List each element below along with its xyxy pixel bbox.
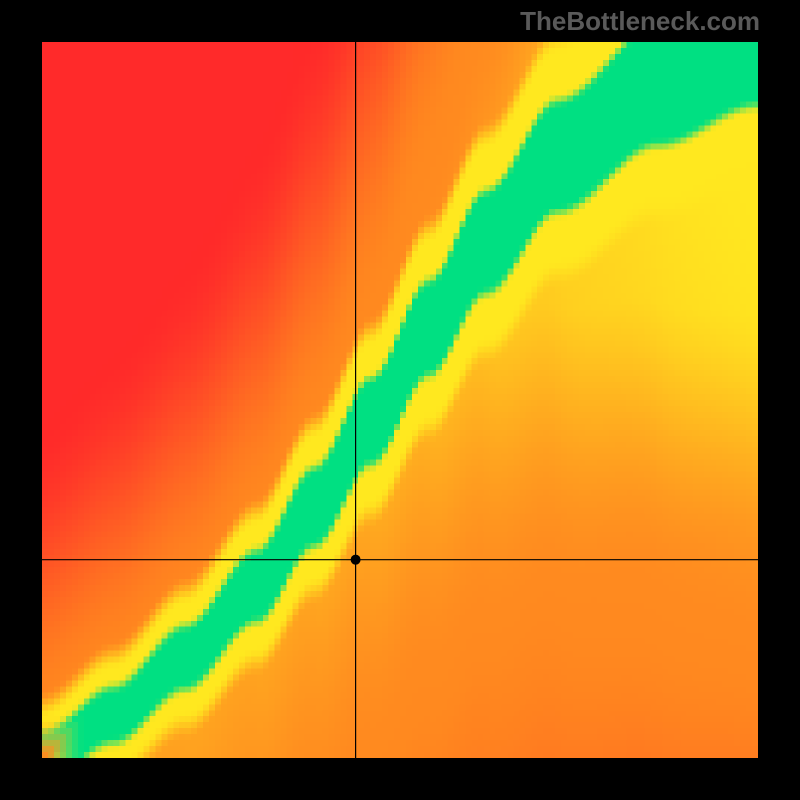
- watermark-text: TheBottleneck.com: [520, 6, 760, 37]
- heatmap-canvas: [42, 42, 758, 758]
- chart-stage: TheBottleneck.com: [0, 0, 800, 800]
